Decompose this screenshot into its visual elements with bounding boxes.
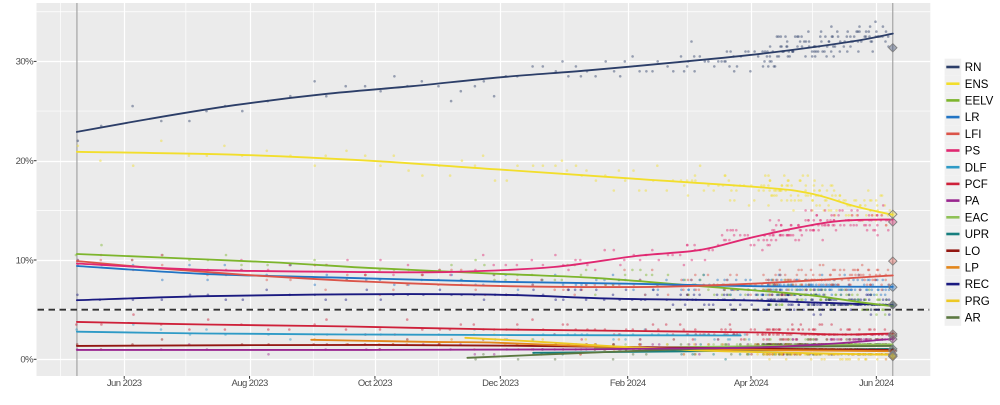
svg-text:LO: LO [965, 246, 980, 258]
svg-text:Jun 2024: Jun 2024 [859, 378, 894, 389]
svg-text:Oct 2023: Oct 2023 [358, 378, 392, 389]
svg-text:UPR: UPR [965, 229, 989, 241]
svg-text:REC: REC [965, 279, 989, 291]
svg-text:30%: 30% [16, 57, 34, 68]
svg-text:Apr 2024: Apr 2024 [734, 378, 768, 389]
svg-text:0%: 0% [20, 355, 34, 366]
svg-text:20%: 20% [16, 156, 34, 167]
svg-text:Feb 2024: Feb 2024 [610, 378, 646, 389]
svg-text:PA: PA [965, 196, 980, 208]
svg-text:AR: AR [965, 313, 981, 325]
svg-text:PS: PS [965, 146, 981, 158]
svg-text:10%: 10% [16, 255, 34, 266]
svg-text:DLF: DLF [965, 162, 987, 174]
svg-text:LFI: LFI [965, 129, 982, 141]
svg-text:LR: LR [965, 112, 980, 124]
svg-text:RN: RN [965, 62, 982, 74]
svg-text:Jun 2023: Jun 2023 [107, 378, 142, 389]
svg-text:EAC: EAC [965, 212, 989, 224]
svg-text:PCF: PCF [965, 179, 988, 191]
svg-text:ENS: ENS [965, 79, 989, 91]
svg-text:Dec 2023: Dec 2023 [482, 378, 519, 389]
svg-text:Aug 2023: Aug 2023 [231, 378, 268, 389]
svg-text:PRG: PRG [965, 296, 990, 308]
svg-text:EELV: EELV [965, 96, 994, 108]
svg-text:LP: LP [965, 263, 979, 275]
